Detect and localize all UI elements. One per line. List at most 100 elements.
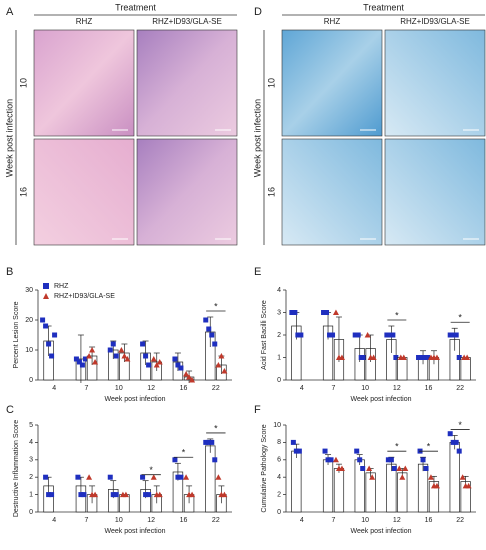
data-point bbox=[76, 359, 82, 365]
data-point bbox=[298, 332, 304, 338]
data-point bbox=[172, 457, 178, 463]
panel-letter: F bbox=[254, 404, 261, 416]
data-point bbox=[370, 354, 377, 360]
data-point bbox=[465, 482, 472, 489]
legend-swatch bbox=[43, 283, 49, 289]
data-point bbox=[215, 362, 222, 368]
data-point bbox=[400, 354, 407, 360]
panel-letter: D bbox=[254, 6, 262, 18]
data-point bbox=[73, 356, 79, 362]
y-tick-label: 3 bbox=[277, 309, 281, 316]
data-point bbox=[209, 332, 215, 338]
panel-letter: C bbox=[6, 404, 14, 416]
data-point bbox=[393, 355, 399, 360]
y-tick-label: 0 bbox=[29, 377, 33, 384]
significance-star: * bbox=[427, 442, 431, 452]
data-point bbox=[183, 474, 190, 480]
x-tick-label: 22 bbox=[212, 385, 220, 392]
data-point bbox=[360, 466, 366, 471]
data-point bbox=[46, 492, 52, 498]
data-point bbox=[396, 465, 403, 471]
data-point bbox=[387, 332, 393, 338]
bar bbox=[205, 445, 216, 513]
data-point bbox=[215, 474, 222, 480]
data-point bbox=[453, 332, 459, 338]
data-point bbox=[156, 359, 163, 365]
data-point bbox=[321, 310, 327, 315]
bar bbox=[460, 357, 471, 381]
x-tick-label: 7 bbox=[332, 385, 336, 392]
bar bbox=[397, 357, 408, 381]
x-axis-label: Week post infection bbox=[105, 396, 166, 403]
data-point bbox=[355, 332, 361, 338]
data-point bbox=[86, 474, 93, 480]
data-point bbox=[290, 439, 296, 445]
row-label: 16 bbox=[18, 187, 28, 197]
bar bbox=[333, 468, 345, 513]
micrograph bbox=[136, 29, 238, 137]
x-tick-label: 4 bbox=[52, 385, 56, 392]
data-point bbox=[420, 457, 426, 463]
data-point bbox=[82, 356, 88, 362]
data-point bbox=[172, 356, 178, 362]
data-point bbox=[89, 347, 96, 353]
significance-star: * bbox=[458, 313, 462, 323]
data-point bbox=[203, 439, 209, 445]
y-axis-label: Percent Lesion Score bbox=[13, 301, 20, 368]
data-point bbox=[296, 448, 302, 454]
data-point bbox=[140, 341, 146, 347]
data-point bbox=[75, 474, 81, 480]
micrograph bbox=[33, 138, 135, 246]
data-point bbox=[327, 332, 333, 338]
significance-star: * bbox=[458, 420, 462, 430]
data-point bbox=[78, 492, 84, 498]
bar bbox=[417, 463, 429, 513]
data-point bbox=[107, 474, 113, 480]
y-tick-label: 1 bbox=[277, 354, 281, 361]
data-point bbox=[209, 439, 215, 445]
data-point bbox=[388, 457, 394, 463]
data-point bbox=[49, 492, 55, 498]
data-point bbox=[456, 355, 462, 360]
x-tick-label: 16 bbox=[180, 385, 188, 392]
data-point bbox=[325, 457, 331, 463]
data-point bbox=[92, 491, 99, 498]
x-tick-label: 10 bbox=[115, 517, 123, 524]
data-point bbox=[52, 332, 58, 338]
x-tick-label: 10 bbox=[361, 517, 369, 524]
x-tick-label: 22 bbox=[212, 517, 220, 524]
bar bbox=[386, 463, 397, 513]
data-point bbox=[433, 482, 440, 489]
data-point bbox=[419, 355, 425, 360]
data-point bbox=[390, 332, 396, 338]
y-axis-label: Acid Fast Bacilli Score bbox=[261, 300, 268, 370]
x-tick-label: 16 bbox=[425, 385, 433, 392]
data-point bbox=[140, 474, 146, 480]
data-point bbox=[150, 474, 157, 480]
data-point bbox=[447, 431, 453, 437]
data-point bbox=[156, 491, 163, 498]
data-point bbox=[354, 448, 360, 454]
data-point bbox=[361, 355, 367, 360]
data-point bbox=[206, 326, 212, 332]
micrograph bbox=[136, 138, 238, 246]
y-tick-label: 1 bbox=[29, 491, 33, 498]
data-point bbox=[338, 465, 345, 471]
x-tick-label: 7 bbox=[332, 517, 336, 524]
data-point bbox=[186, 374, 193, 380]
panel-heading: Treatment bbox=[363, 2, 404, 12]
y-tick-label: 2 bbox=[277, 491, 281, 498]
data-point bbox=[40, 317, 46, 323]
x-tick-label: 16 bbox=[180, 517, 188, 524]
row-title: Week post infection bbox=[4, 99, 14, 177]
x-tick-label: 7 bbox=[85, 517, 89, 524]
data-point bbox=[203, 317, 209, 323]
data-point bbox=[416, 355, 422, 360]
micrograph bbox=[281, 138, 383, 246]
data-point bbox=[338, 354, 345, 360]
data-point bbox=[46, 341, 52, 347]
x-tick-label: 7 bbox=[85, 385, 89, 392]
data-point bbox=[124, 356, 131, 362]
data-point bbox=[189, 491, 196, 498]
legend-label: RHZ bbox=[54, 283, 69, 290]
